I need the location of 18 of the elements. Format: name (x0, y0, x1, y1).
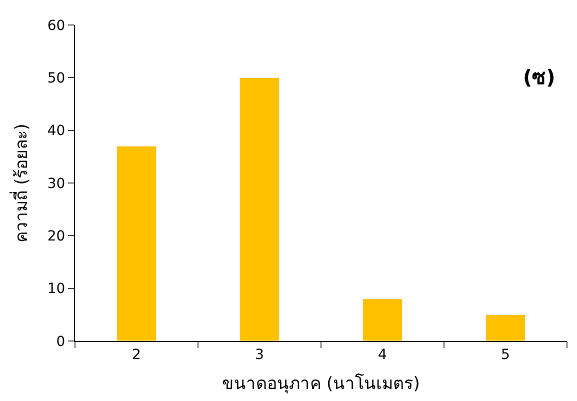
x-tick-label: 4 (378, 346, 388, 363)
y-tick-label: 50 (47, 70, 66, 87)
x-tick-label: 5 (501, 346, 510, 363)
y-axis-title: ความถี่ (ร้อยละ) (8, 124, 32, 242)
y-tick-label: 60 (47, 18, 66, 34)
y-tick-label: 30 (47, 176, 66, 192)
bar (362, 298, 402, 341)
bar (486, 314, 526, 341)
annotation: (ซ) (523, 65, 556, 89)
bar (240, 77, 280, 341)
y-tick-label: 0 (56, 334, 66, 350)
y-tick-label: 10 (47, 281, 66, 298)
bar (116, 146, 156, 341)
x-tick-label: 2 (132, 346, 141, 363)
y-tick-label: 20 (47, 228, 66, 245)
x-tick-label: 3 (255, 346, 264, 363)
y-tick-label: 40 (47, 123, 66, 140)
x-axis-title: ขนาดอนุภาค (นาโนเมตร) (222, 373, 420, 394)
